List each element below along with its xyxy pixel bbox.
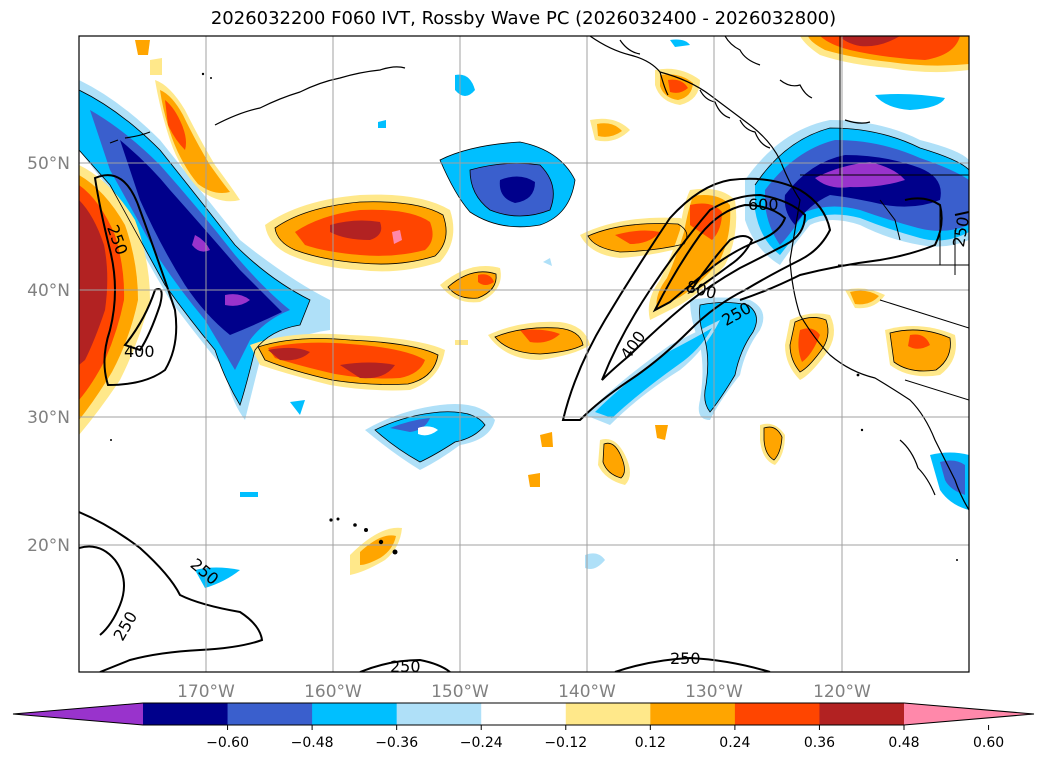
colorbar-segment	[227, 703, 313, 725]
lon-label-140w: 140°W	[558, 682, 616, 702]
contour-250-ar	[561, 177, 832, 421]
contour-label-250-south-east: 250	[670, 649, 701, 668]
political-borders	[800, 36, 969, 401]
colorbar-tick-label: −0.36	[375, 735, 418, 751]
contour-250-south	[359, 658, 451, 672]
contour-400-west	[123, 288, 163, 352]
positive-anomaly-central	[250, 118, 694, 391]
negative-anomaly-west	[79, 80, 330, 420]
lon-label-160w: 160°W	[304, 682, 362, 702]
colorbar-tick-label: 0.48	[888, 735, 919, 751]
contour-label-250-south: 250	[390, 657, 421, 676]
colorbar-tick-label: 0.12	[635, 735, 666, 751]
colorbar-outline	[12, 702, 1035, 726]
lon-label-170w: 170°W	[177, 682, 235, 702]
colorbar-tick-label: −0.48	[291, 735, 334, 751]
colorbar-segment	[734, 703, 820, 725]
contour-800-ar	[687, 235, 754, 295]
contour-250-southwest-inner	[79, 545, 125, 636]
colorbar-segment	[312, 703, 398, 725]
contour-label-400-west: 400	[124, 342, 155, 361]
lon-label-150w: 150°W	[431, 682, 489, 702]
gridlines	[79, 36, 969, 672]
colorbar-tick-label: 0.36	[804, 735, 835, 751]
lon-label-120w: 120°W	[813, 682, 871, 702]
positive-anomaly-west	[79, 40, 240, 435]
contour-400-ar	[601, 193, 807, 381]
coastlines	[109, 36, 969, 511]
map-title: 2026032200 F060 IVT, Rossby Wave PC (202…	[210, 8, 837, 29]
contour-250-coast	[739, 197, 943, 301]
colorbar-tick-label: −0.24	[460, 735, 503, 751]
colorbar-segment	[481, 703, 567, 725]
contour-250-south-east	[614, 656, 771, 672]
contour-label-600: 600	[748, 195, 779, 214]
lat-label-20n: 20°N	[27, 536, 70, 556]
colorbar-tick-label: −0.60	[206, 735, 249, 751]
colorbar-segment	[396, 703, 482, 725]
plot-frame	[78, 35, 970, 673]
colorbar-tick-label: −0.12	[544, 735, 587, 751]
colorbar-extension-high	[904, 703, 1034, 725]
colorbar-segment	[565, 703, 651, 725]
ivt-contours	[79, 174, 969, 672]
colorbar: −0.60 −0.48 −0.36 −0.24 −0.12 0.12 0.24 0.36 0.4…	[12, 702, 1035, 751]
colorbar-tick-label: 0.24	[719, 735, 750, 751]
lat-label-30n: 30°N	[27, 408, 70, 428]
contour-600-ar	[652, 203, 787, 313]
colorbar-segment	[650, 703, 736, 725]
colorbar-tick-label: 0.60	[973, 735, 1004, 751]
lon-label-130w: 130°W	[685, 682, 743, 702]
contour-250-southwest	[79, 511, 264, 672]
colorbar-extension-low	[13, 703, 143, 725]
latitude-labels: 50°N 40°N 30°N 20°N	[27, 154, 70, 556]
positive-anomaly-east	[350, 36, 969, 575]
anomaly-outlines	[79, 89, 969, 479]
lat-label-40n: 40°N	[27, 281, 70, 301]
contour-250-west	[93, 174, 178, 387]
colorbar-segment	[143, 703, 229, 725]
islands	[110, 72, 958, 561]
contour-250-inland	[954, 211, 969, 216]
negative-anomaly-east	[378, 39, 969, 569]
colorbar-segment	[819, 703, 905, 725]
longitude-labels: 170°W 160°W 150°W 140°W 130°W 120°W	[177, 682, 871, 702]
lat-label-50n: 50°N	[27, 154, 70, 174]
